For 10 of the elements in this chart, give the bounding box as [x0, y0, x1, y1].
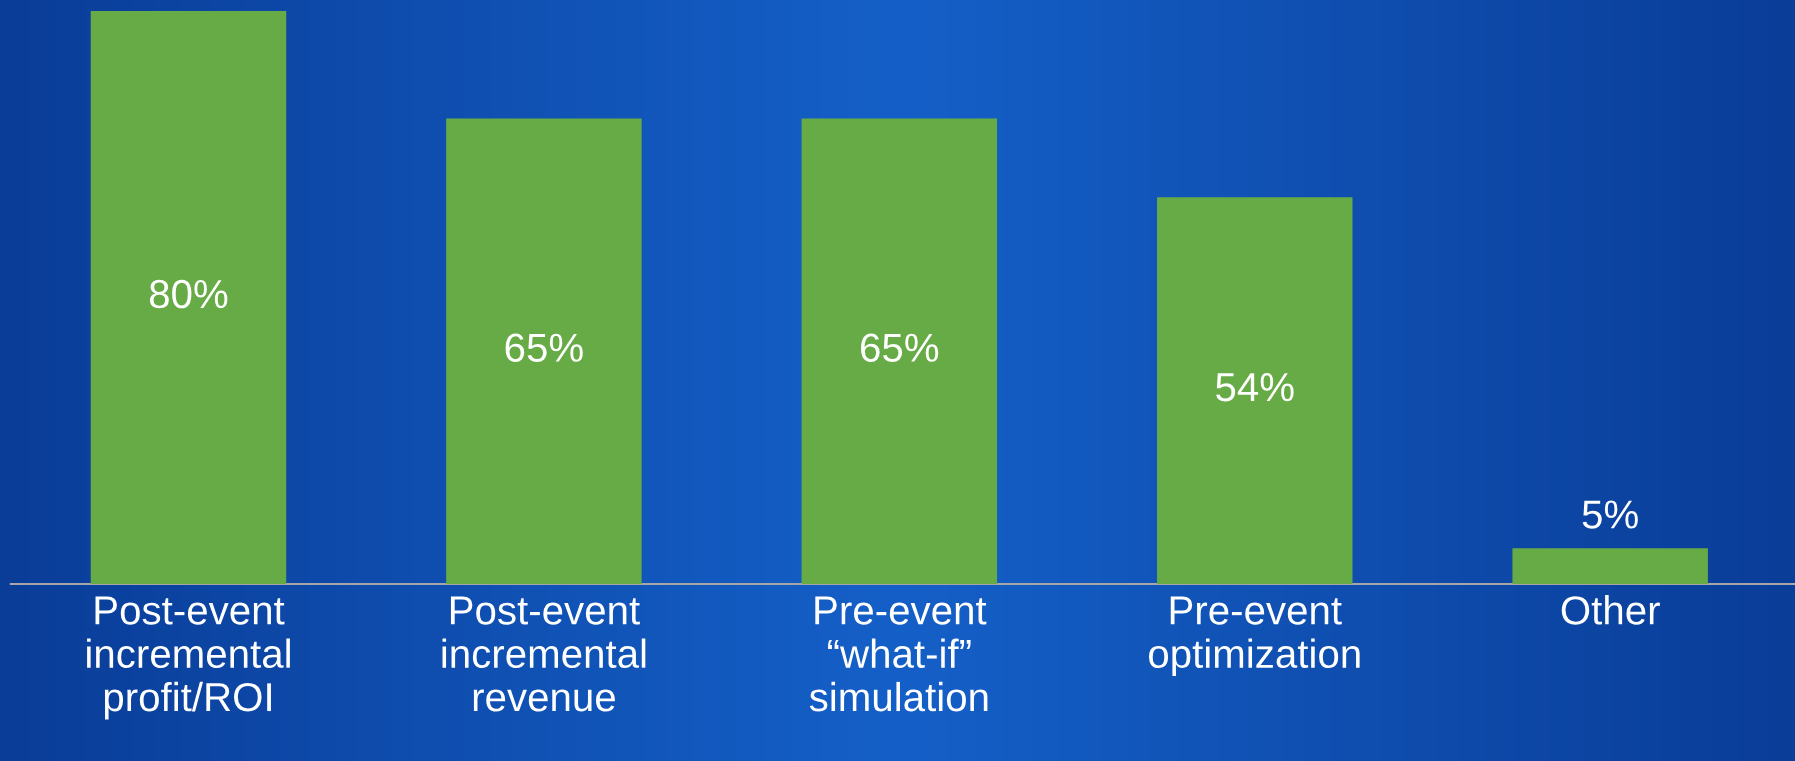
x-tick-label: Pre-event optimization [1148, 596, 1360, 677]
x-tick-label: Post-event incremental profit/ROI [87, 596, 290, 720]
data-label: 54% [1216, 373, 1294, 402]
data-label: 65% [505, 333, 583, 363]
data-label: 5% [1582, 500, 1638, 529]
x-tick-label: Other [1561, 595, 1660, 625]
x-tick-label: Pre-event “what-if” simulation [809, 596, 988, 712]
data-label: 65% [861, 333, 939, 363]
x-tick-label: Post-event incremental revenue [442, 596, 646, 712]
data-label: 80% [149, 279, 228, 309]
